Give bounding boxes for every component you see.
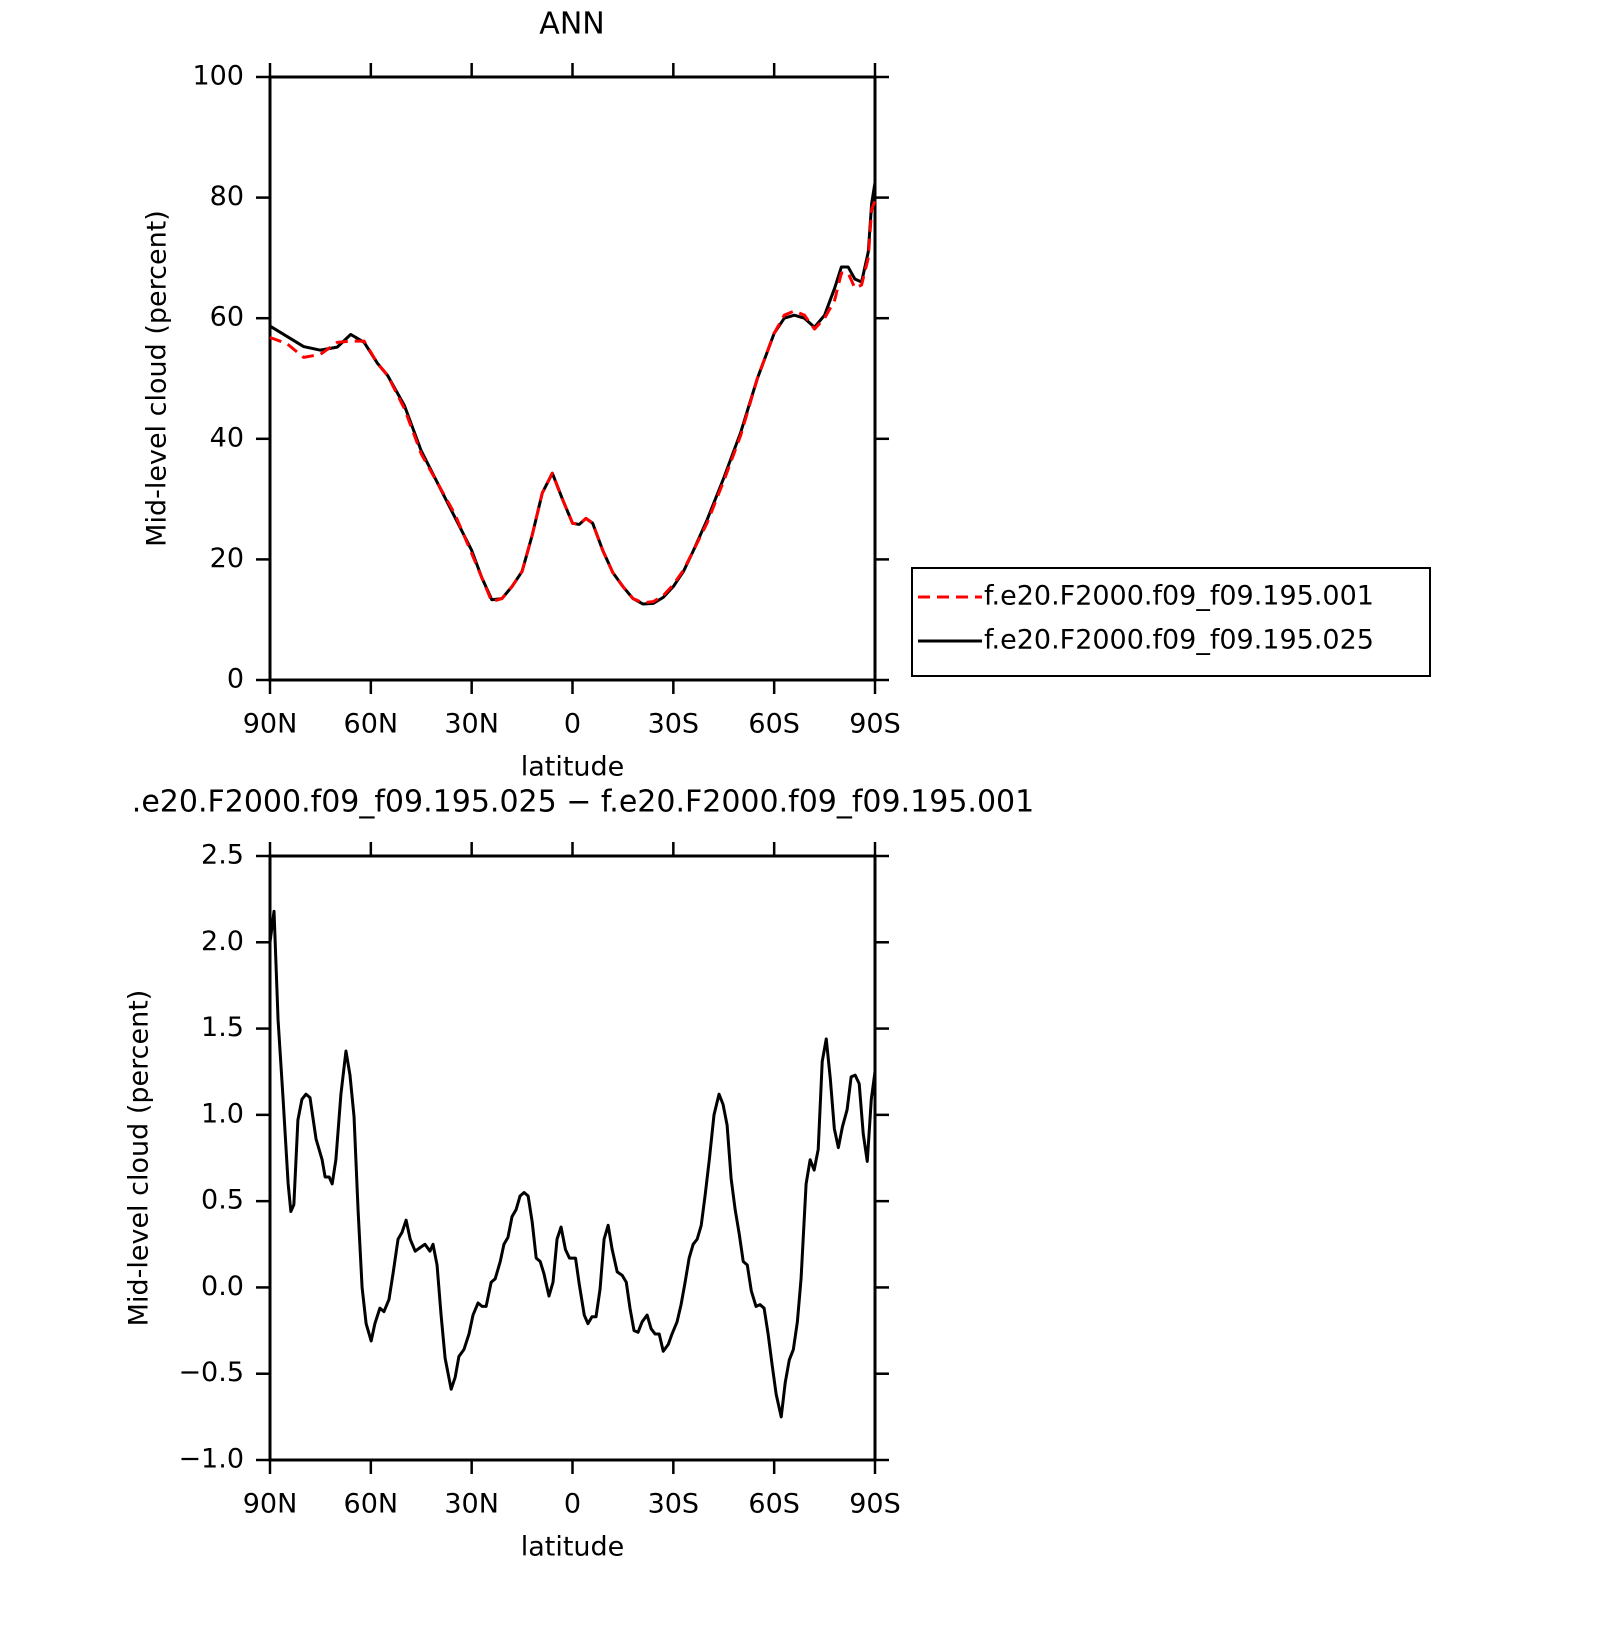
x-tick-label: 0 xyxy=(564,1489,581,1520)
y-tick-label: −0.5 xyxy=(178,1357,244,1388)
y-tick-label: 1.5 xyxy=(201,1012,244,1043)
chart-title: ANN xyxy=(539,7,604,42)
y-tick-label: 40 xyxy=(210,422,244,453)
x-tick-label: 90N xyxy=(243,1489,298,1520)
legend-label: f.e20.F2000.f09_f09.195.001 xyxy=(984,581,1374,612)
y-tick-label: 2.5 xyxy=(201,840,244,871)
x-tick-label: 60S xyxy=(748,1489,800,1520)
x-tick-label: 60N xyxy=(344,1489,399,1520)
y-tick-label: 0.0 xyxy=(201,1271,244,1302)
y-tick-label: 80 xyxy=(210,181,244,212)
x-tick-label: 30S xyxy=(648,1489,700,1520)
y-axis-label: Mid-level cloud (percent) xyxy=(142,210,173,547)
y-tick-label: 1.0 xyxy=(201,1098,244,1129)
legend: f.e20.F2000.f09_f09.195.001 f.e20.F2000.f… xyxy=(911,567,1431,677)
x-axis-label: latitude xyxy=(521,752,625,783)
x-tick-label: 60N xyxy=(344,709,399,740)
y-tick-label: 2.0 xyxy=(201,926,244,957)
y-tick-label: 0 xyxy=(227,664,244,695)
x-tick-label: 90S xyxy=(849,709,901,740)
y-axis-label: Mid-level cloud (percent) xyxy=(124,990,155,1327)
x-tick-label: 60S xyxy=(748,709,800,740)
x-axis-label: latitude xyxy=(521,1532,625,1563)
chart-title: .e20.F2000.f09_f09.195.025 − f.e20.F2000… xyxy=(132,785,1034,820)
y-tick-label: 0.5 xyxy=(201,1185,244,1216)
data-line xyxy=(269,200,877,605)
plot-frame xyxy=(268,854,877,1462)
y-tick-label: −1.0 xyxy=(178,1444,244,1475)
y-tick-label: 100 xyxy=(192,61,244,92)
data-line xyxy=(268,909,877,1419)
x-tick-label: 30N xyxy=(444,709,499,740)
y-tick-label: 20 xyxy=(210,543,244,574)
x-tick-label: 30S xyxy=(648,709,700,740)
legend-label: f.e20.F2000.f09_f09.195.025 xyxy=(984,625,1374,656)
x-tick-label: 90S xyxy=(849,1489,901,1520)
legend-box xyxy=(911,567,1431,677)
x-tick-label: 90N xyxy=(243,709,298,740)
plot-frame xyxy=(268,75,877,682)
x-tick-label: 30N xyxy=(444,1489,499,1520)
y-tick-label: 60 xyxy=(210,302,244,333)
data-line xyxy=(269,182,877,606)
x-tick-label: 0 xyxy=(564,709,581,740)
